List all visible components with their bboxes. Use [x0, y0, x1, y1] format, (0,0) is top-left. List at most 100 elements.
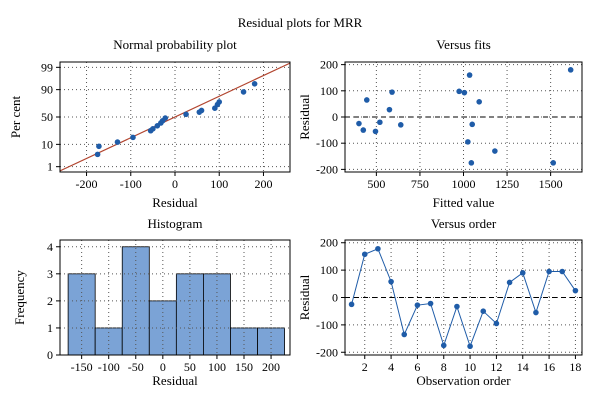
data-point-2 — [361, 251, 368, 258]
data-point-16 — [492, 148, 498, 154]
data-point-13 — [468, 160, 475, 166]
versus-fits-panel: 500 750 1000 1250 1500 -200 -100 0 100 200 Versus … — [297, 37, 583, 210]
x-tick-label: 8 — [441, 360, 447, 374]
x-tick-label: 1000 — [452, 177, 476, 191]
data-point-15 — [476, 99, 482, 105]
y-tick-label: 1 — [47, 321, 53, 335]
data-point-18 — [567, 67, 574, 73]
data-point-16 — [546, 268, 552, 275]
histogram-bar-6 — [203, 273, 231, 355]
y-tick-label: 0 — [332, 110, 338, 124]
data-point-12 — [493, 320, 500, 327]
y-tick-label: -100 — [316, 136, 338, 150]
data-point-4 — [130, 134, 136, 141]
data-point-7 — [427, 300, 434, 307]
data-point-8 — [440, 342, 447, 349]
y-tick-label: 200 — [320, 58, 338, 72]
data-point-13 — [506, 279, 513, 286]
y-axis-label: Residual — [297, 274, 312, 320]
y-tick-label: 4 — [47, 240, 53, 254]
data-point-12 — [466, 72, 473, 78]
x-axis-label: Fitted value — [433, 195, 495, 210]
data-point-6 — [414, 302, 421, 308]
data-point-5 — [377, 119, 383, 126]
data-point-11 — [480, 308, 487, 314]
x-tick-label: 750 — [411, 177, 429, 191]
x-tick-label: 18 — [569, 360, 581, 374]
versus-order-panel: 2 4 6 8 10 12 14 16 18 -200 -100 0 100 200 Versus orde… — [297, 216, 583, 388]
data-point-4 — [372, 128, 379, 135]
data-point-8 — [397, 122, 404, 128]
normal-fit-line — [60, 62, 290, 172]
x-axis-label: Observation order — [416, 373, 511, 388]
data-point-9 — [454, 303, 460, 310]
data-point-1 — [348, 301, 355, 308]
fit-line-group — [60, 62, 290, 172]
data-point-16 — [216, 99, 223, 105]
data-point-11 — [183, 111, 189, 118]
plot-frame — [59, 239, 291, 356]
x-tick-label: 200 — [254, 177, 272, 191]
histogram-bar-4 — [148, 300, 177, 355]
histogram-bar-1 — [67, 273, 96, 355]
y-tick-label: 0 — [332, 291, 338, 305]
data-point-14 — [469, 121, 476, 128]
y-tick-label: 200 — [320, 236, 338, 250]
data-point-11 — [465, 139, 471, 145]
histogram-panel: -150 -100 -50 0 50 100 150 200 0 1 2 3 4 Histogram Res… — [12, 216, 291, 388]
data-point-14 — [519, 270, 526, 276]
data-point-15 — [533, 309, 539, 316]
x-tick-label: 16 — [543, 360, 555, 374]
data-point-1 — [94, 151, 101, 158]
data-point-17 — [550, 160, 557, 166]
x-tick-label: -200 — [76, 177, 98, 191]
x-tick-label: 10 — [464, 360, 476, 374]
data-point-3 — [363, 97, 370, 103]
y-axis-label: Frequency — [12, 270, 27, 325]
data-point-18 — [572, 287, 579, 294]
y-tick-label: 100 — [320, 84, 338, 98]
x-tick-label: 2 — [362, 360, 368, 374]
x-tick-label: 50 — [184, 360, 196, 374]
data-point-9 — [456, 88, 462, 95]
panel-title: Histogram — [148, 216, 203, 231]
data-point-13 — [198, 107, 205, 114]
data-point-1 — [356, 120, 362, 127]
data-point-18 — [251, 81, 258, 87]
y-tick-label: 99 — [41, 60, 53, 74]
data-point-6 — [150, 126, 156, 132]
y-tick-label: -100 — [316, 318, 338, 332]
x-tick-label: -100 — [120, 177, 142, 191]
y-tick-label: 1 — [47, 160, 53, 174]
x-tick-label: 100 — [210, 177, 228, 191]
y-tick-label: -200 — [316, 345, 338, 359]
y-tick-label: 3 — [47, 267, 53, 281]
y-tick-label: 50 — [41, 110, 53, 124]
residual-series-line — [351, 248, 576, 348]
figure-title: Residual plots for MRR — [238, 15, 363, 30]
x-tick-label: 0 — [160, 360, 166, 374]
panel-title: Versus fits — [436, 37, 491, 52]
data-point-6 — [386, 106, 393, 113]
x-tick-label: -100 — [98, 360, 120, 374]
data-point-10 — [467, 343, 473, 350]
panel-title: Normal probability plot — [113, 37, 237, 52]
data-point-10 — [162, 115, 169, 121]
x-tick-label: 6 — [414, 360, 420, 374]
x-tick-label: 4 — [388, 360, 394, 374]
y-tick-label: -200 — [316, 162, 338, 176]
histogram-bars — [67, 246, 285, 355]
x-tick-label: 12 — [490, 360, 502, 374]
x-tick-label: 0 — [172, 177, 178, 191]
normal-probability-panel: -200 -100 0 100 200 1 10 50 90 99 Normal probabili… — [8, 37, 291, 210]
x-tick-label: 150 — [235, 360, 253, 374]
histogram-bar-5 — [175, 273, 204, 355]
x-tick-label: 14 — [517, 360, 529, 374]
data-point-2 — [96, 143, 102, 150]
data-point-3 — [375, 245, 381, 252]
x-tick-label: 100 — [208, 360, 226, 374]
x-tick-label: 1500 — [539, 177, 563, 191]
y-tick-label: 100 — [320, 263, 338, 277]
y-tick-label: 10 — [41, 137, 53, 151]
